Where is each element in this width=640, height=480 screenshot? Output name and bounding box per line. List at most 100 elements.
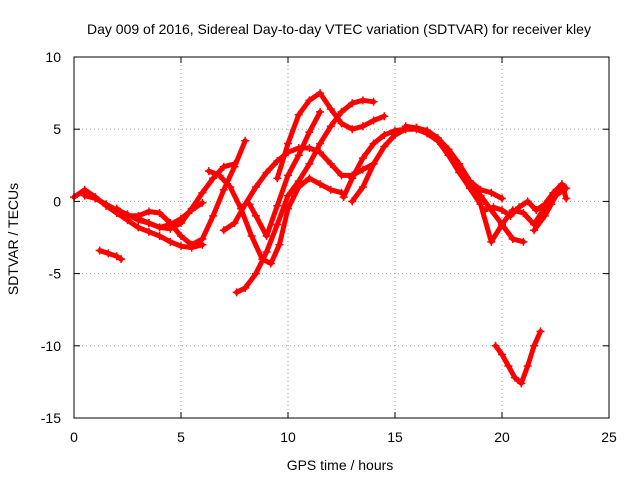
data-point-plus [358, 154, 367, 163]
data-point-plus [348, 197, 357, 206]
data-point-plus [476, 191, 485, 200]
data-point-plus [232, 288, 241, 297]
data-point-plus [337, 119, 346, 128]
data-point-plus [316, 107, 325, 116]
data-point-plus [177, 232, 185, 241]
data-point-plus [112, 252, 121, 261]
y-tick-label: -10 [41, 338, 61, 354]
data-point-plus [102, 200, 111, 209]
data-point-plus [247, 232, 256, 241]
data-point-plus [262, 168, 271, 177]
x-tick-labels: 0 5 10 15 20 25 [70, 429, 617, 445]
series-track [247, 109, 323, 239]
data-point-plus [316, 89, 325, 98]
data-point-plus [540, 211, 549, 220]
data-point-plus [547, 200, 556, 209]
data-point-plus [275, 240, 284, 249]
data-point-plus [508, 234, 517, 243]
data-point-plus [326, 185, 335, 194]
data-point-plus [273, 220, 282, 229]
data-point-plus [532, 206, 541, 215]
data-point-plus [177, 214, 185, 223]
data-point-plus [476, 200, 485, 209]
y-axis-label: SDTVAR / TECUs [5, 183, 21, 295]
series-track [341, 126, 505, 201]
data-point-plus [348, 99, 357, 108]
data-point-plus [219, 226, 228, 235]
series-track [234, 97, 377, 295]
data-point-plus [519, 208, 528, 217]
data-point-plus [337, 107, 346, 116]
y-tick-label: -5 [49, 266, 62, 282]
series-track-8 [232, 96, 378, 297]
data-point-plus [273, 201, 282, 210]
data-point-plus [369, 139, 378, 148]
data-point-plus [358, 96, 367, 105]
data-point-plus [144, 219, 153, 228]
data-series [70, 89, 571, 388]
data-point-plus [245, 200, 254, 209]
data-point-plus [305, 174, 314, 183]
series-track-10 [273, 89, 389, 183]
series-track [206, 168, 344, 266]
data-point-plus [241, 284, 250, 293]
series-track [97, 248, 124, 262]
data-point-plus [215, 171, 224, 180]
data-point-plus [498, 194, 506, 203]
data-point-plus [123, 211, 132, 220]
data-point-plus [294, 151, 303, 160]
data-point-plus [209, 174, 218, 183]
x-tick-label: 20 [494, 429, 510, 445]
data-point-plus [498, 220, 506, 229]
data-point-plus [326, 104, 335, 113]
data-point-plus [294, 177, 303, 186]
data-point-plus [553, 188, 562, 197]
series-track-13 [401, 122, 571, 246]
data-point-plus [219, 185, 228, 194]
series-track [403, 123, 569, 245]
data-point-plus [487, 237, 496, 246]
data-point-plus [226, 182, 235, 191]
chart-title: Day 009 of 2016, Sidereal Day-to-day VTE… [87, 21, 591, 37]
data-point-plus [455, 168, 464, 177]
data-point-plus [284, 171, 292, 180]
data-point-plus [523, 197, 532, 206]
y-tick-label: 0 [53, 193, 61, 209]
data-point-plus [444, 151, 453, 160]
data-point-plus [80, 191, 89, 200]
series-track-11 [339, 125, 506, 203]
data-point-plus [339, 193, 348, 202]
data-point-plus [284, 139, 292, 148]
series-track [493, 328, 543, 386]
data-point-plus [489, 203, 498, 212]
data-point-plus [230, 219, 239, 228]
data-point-plus [506, 211, 515, 220]
data-point-plus [530, 341, 539, 350]
data-point-plus [177, 242, 185, 251]
data-point-plus [348, 125, 357, 134]
y-tick-labels: -15 -10 -5 0 5 10 [41, 49, 61, 426]
data-point-plus [198, 234, 207, 243]
plot-frame [73, 56, 610, 419]
data-point-plus [498, 206, 506, 215]
series-track-15 [530, 182, 569, 235]
data-point-plus [144, 207, 153, 216]
data-point-plus [117, 255, 126, 264]
x-axis-label: GPS time / hours [287, 457, 394, 473]
data-point-plus [391, 130, 399, 139]
data-point-plus [337, 171, 346, 180]
data-point-plus [510, 373, 519, 382]
data-point-plus [91, 194, 100, 203]
data-point-plus [251, 269, 260, 278]
data-point-plus [517, 379, 526, 388]
x-tick-label: 0 [70, 429, 78, 445]
x-tick-label: 15 [387, 429, 403, 445]
x-tick-label: 5 [177, 429, 185, 445]
data-point-plus [380, 130, 389, 139]
data-point-plus [369, 116, 378, 125]
x-tick-label: 25 [601, 429, 617, 445]
data-point-plus [155, 232, 164, 241]
data-point-plus [187, 206, 196, 215]
data-point-plus [519, 237, 528, 246]
